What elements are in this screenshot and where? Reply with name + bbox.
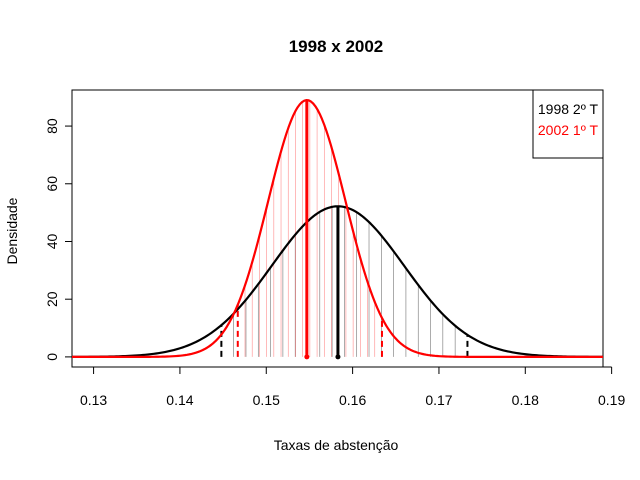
y-axis-label: Densidade xyxy=(4,197,20,264)
x-tick-label: 0.19 xyxy=(598,392,625,408)
x-tick-label: 0.14 xyxy=(166,392,193,408)
legend-box xyxy=(532,89,604,159)
chart-title: 1998 x 2002 xyxy=(289,37,384,56)
x-tick-label: 0.18 xyxy=(512,392,539,408)
y-tick-label: 0 xyxy=(44,353,60,361)
x-tick-label: 0.15 xyxy=(253,392,280,408)
legend-entry-2: 2002 1º T xyxy=(538,122,599,138)
y-tick-label: 20 xyxy=(44,291,60,307)
x-tick-label: 0.13 xyxy=(80,392,107,408)
series-2-mean-point xyxy=(304,354,310,360)
legend: 1998 2º T 2002 1º T xyxy=(532,89,604,159)
series-2-curve xyxy=(72,99,603,358)
x-axis-label: Taxas de abstenção xyxy=(274,437,399,453)
y-tick-label: 60 xyxy=(44,176,60,192)
y-tick-label: 40 xyxy=(44,233,60,249)
plot-area: 0.13 0.14 0.15 0.16 0.17 0.18 0.19 0 20 40 60 80 199… xyxy=(44,89,625,408)
y-tick-label: 80 xyxy=(44,118,60,134)
legend-entry-1: 1998 2º T xyxy=(538,101,599,117)
x-tick-label: 0.17 xyxy=(425,392,452,408)
x-tick-label: 0.16 xyxy=(339,392,366,408)
series-1-mean-point xyxy=(335,354,341,360)
